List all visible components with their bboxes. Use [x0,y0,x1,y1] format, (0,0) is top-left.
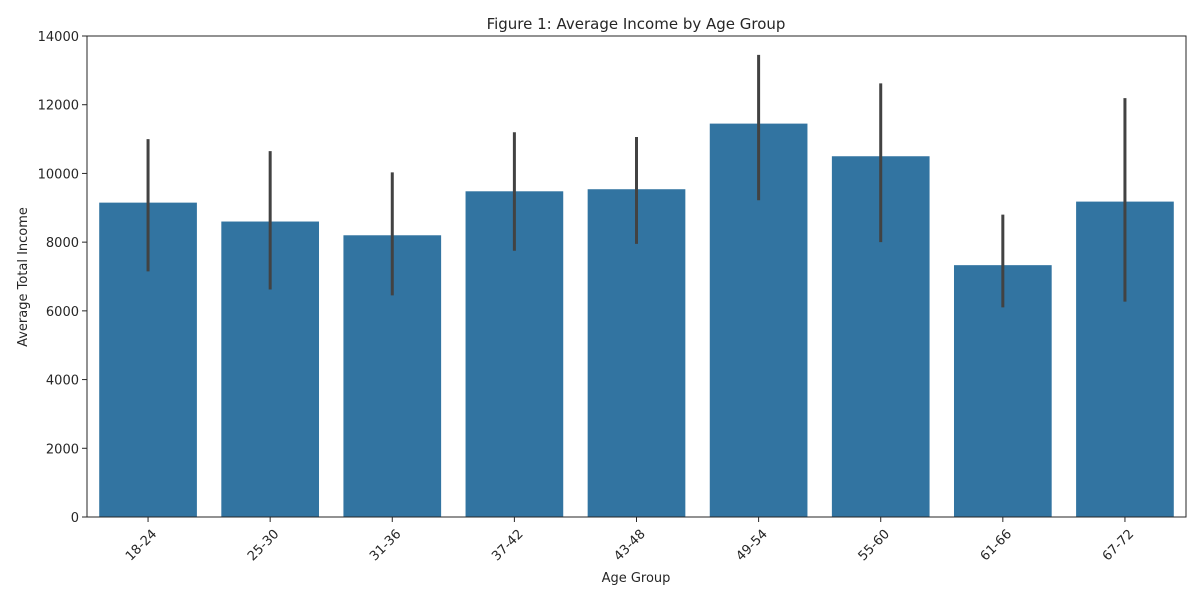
x-tick-label: 67-72 [1100,527,1137,564]
x-tick-label: 49-54 [733,527,770,564]
y-tick-label: 12000 [38,99,79,114]
x-tick-label: 37-42 [489,527,526,564]
y-tick-label: 14000 [38,30,79,45]
y-axis: 0 2000 4000 6000 8000 10000 12000 14000 [38,30,87,526]
x-tick-label: 25-30 [245,527,282,564]
x-axis: 18-24 25-30 31-36 37-42 43-48 49-54 55-60 61-66… [123,517,1137,564]
x-tick-label: 61-66 [978,527,1015,564]
plot-frame [86,35,1187,518]
y-tick-label: 8000 [46,236,79,251]
y-tick-label: 6000 [46,305,79,320]
error-bars-group [146,54,1127,308]
x-tick-label: 55-60 [856,527,893,564]
x-tick-label: 18-24 [123,527,160,564]
y-tick-label: 2000 [46,442,79,457]
chart-title: Figure 1: Average Income by Age Group [487,15,786,33]
y-tick-label: 10000 [38,167,79,182]
y-tick-label: 4000 [46,374,79,389]
x-tick-label: 31-36 [367,527,404,564]
y-tick-label: 0 [71,511,79,526]
x-tick-label: 43-48 [611,527,648,564]
y-axis-label: Average Total Income [16,207,31,347]
x-axis-label: Age Group [602,571,671,586]
